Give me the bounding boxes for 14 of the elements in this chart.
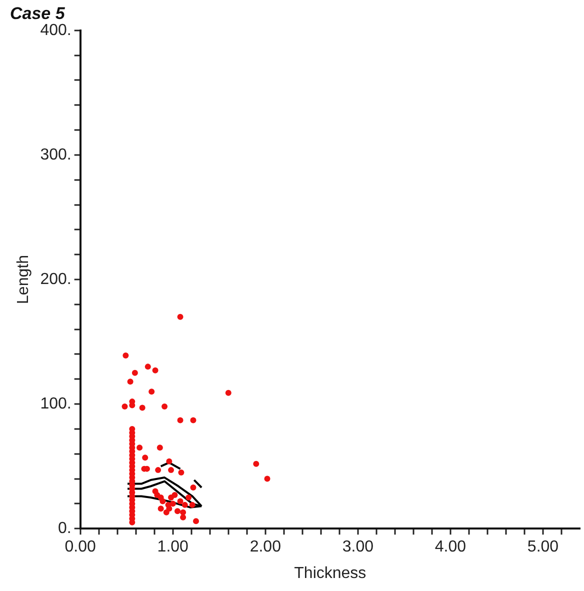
- x-tick-label: 5.00: [527, 538, 559, 556]
- x-tick-label: 2.00: [250, 538, 282, 556]
- y-tick-label: 400.: [40, 22, 72, 39]
- x-tick-label: 3.00: [342, 538, 374, 556]
- y-tick-label: 0.: [58, 520, 72, 538]
- x-tick-label: 4.00: [434, 538, 466, 556]
- chart-title: Case 5: [10, 4, 66, 23]
- x-tick-label: 0.00: [64, 538, 96, 556]
- y-tick-label: 300.: [40, 146, 72, 164]
- x-tick-label: 1.00: [157, 538, 189, 556]
- x-axis-title: Thickness: [294, 564, 366, 582]
- y-tick-label: 100.: [40, 395, 72, 412]
- y-tick-label: 200.: [40, 270, 72, 288]
- y-axis-title: Length: [15, 255, 32, 304]
